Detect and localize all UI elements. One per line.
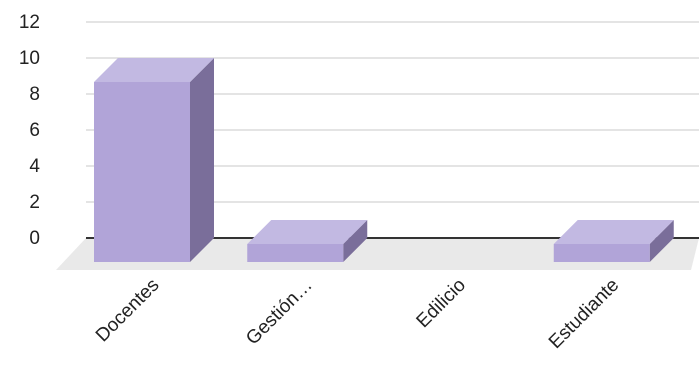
y-axis: 0 2 4 6 8 10 12 [19,12,41,249]
bar-side [190,58,214,262]
bar-front [94,82,190,262]
gridlines [86,21,699,203]
bar-top [94,58,214,82]
bar [247,220,368,262]
y-tick-label: 2 [29,192,40,213]
bar-side [649,220,674,262]
y-tick-label: 12 [19,12,40,33]
y-tick-label: 0 [29,228,40,249]
y-tick-label: 8 [29,84,40,105]
bar [94,58,214,262]
bar-top [553,220,674,244]
x-axis: Docentes Gestión… Edilicio Estudiante [92,275,623,353]
y-tick-label: 6 [29,120,40,141]
x-tick-label: Gestión… [242,275,317,350]
bar-top [247,220,368,244]
y-tick-label: 4 [29,156,40,177]
x-tick-label: Docentes [92,275,164,347]
x-tick-label: Estudiante [545,275,623,353]
bar [553,220,674,262]
bar-front [247,244,344,262]
x-tick-label: Edilicio [413,275,470,332]
y-tick-label: 10 [19,48,40,69]
bar-side [343,220,368,262]
bars [94,58,674,262]
bar-front [553,244,650,262]
chart-floor [56,238,699,270]
